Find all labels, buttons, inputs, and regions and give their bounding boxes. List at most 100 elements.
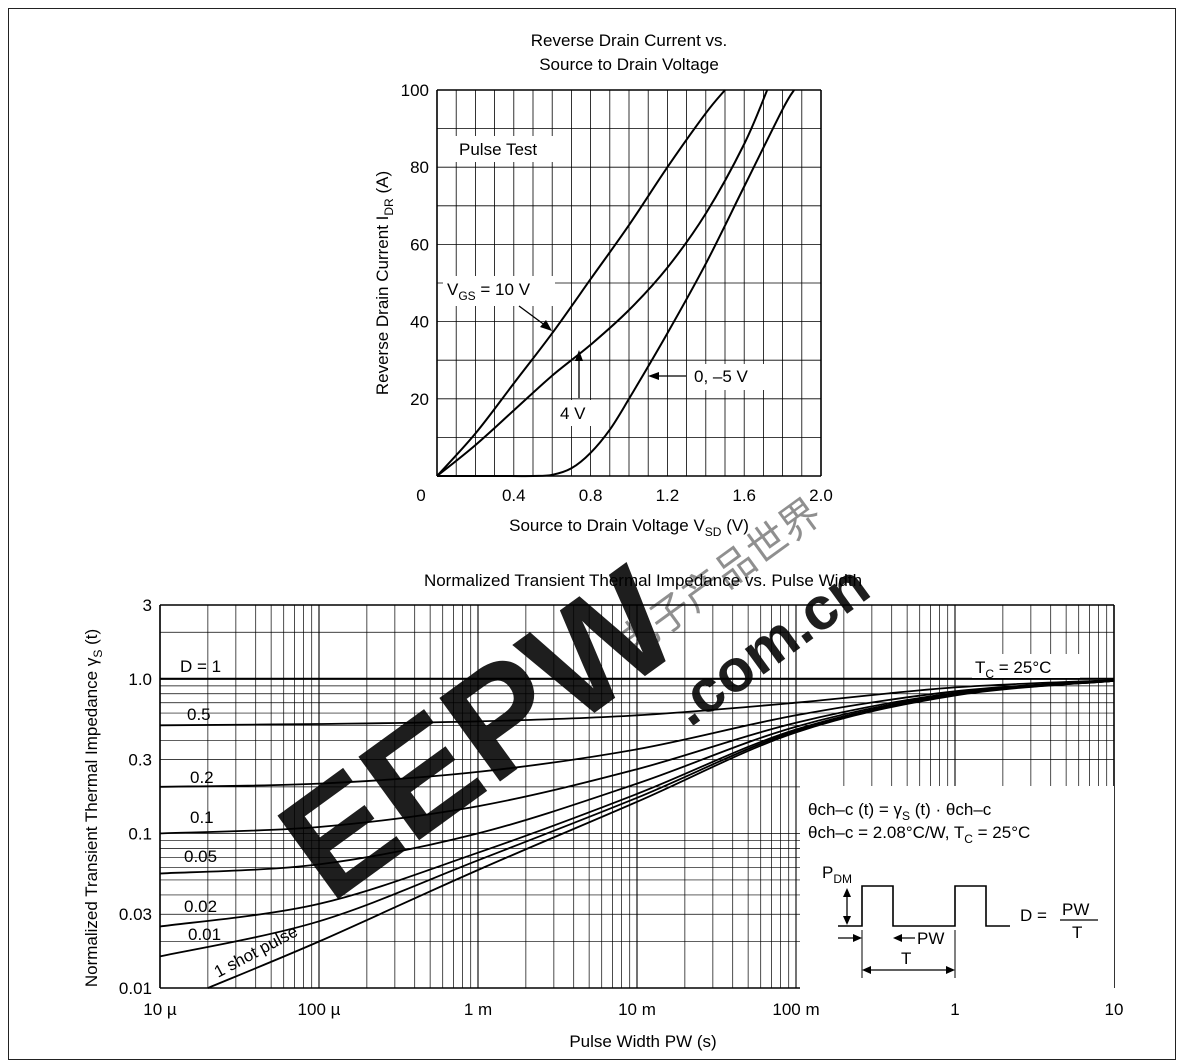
vgs-label-box — [443, 276, 555, 306]
chart1-xtick-label: 1.2 — [656, 486, 680, 505]
chart1-xtick-label: 0.8 — [579, 486, 603, 505]
chart2-ylabel: Normalized Transient Thermal Impedance γ… — [82, 629, 105, 987]
formula2-b: = 25°C — [973, 823, 1030, 842]
chart2-ylabel-text: Normalized Transient Thermal Impedance — [82, 671, 101, 987]
chart1-xlabel: Source to Drain Voltage VSD (V) — [509, 516, 749, 539]
pulse-waveform — [838, 885, 1010, 927]
chart2-series-label: 0.1 — [190, 808, 214, 827]
duty-numerator: PW — [1062, 900, 1089, 919]
chart2-series-line — [159, 679, 1115, 727]
formula2-a: θch–c = 2.08°C/W, T — [808, 823, 964, 842]
chart1-ylabel-symbol: I — [373, 216, 392, 221]
t-label: T — [901, 949, 911, 968]
formula1-sub: S — [902, 809, 910, 823]
tc-value: = 25°C — [994, 658, 1051, 677]
chart2-ylabel-sub: S — [91, 650, 105, 658]
chart2-ytick-label: 0.3 — [128, 751, 152, 770]
vgs-value: = 10 V — [476, 280, 531, 299]
chart2-series-label: D = 1 — [180, 657, 221, 676]
vgs-arrowhead — [540, 320, 552, 331]
chart1-ytick-label: 20 — [410, 390, 429, 409]
chart2-ytick-label: 1.0 — [128, 670, 152, 689]
chart2-xtick-label: 100 m — [772, 1000, 819, 1019]
chart1-subtitle: Source to Drain Voltage — [539, 55, 719, 74]
label-0v-arrowhead — [648, 372, 659, 380]
vgs-leader-line — [518, 305, 547, 327]
chart1-ytick-label: 40 — [410, 313, 429, 332]
t-arrowhead-right — [946, 966, 955, 974]
formula-box — [800, 786, 1114, 994]
label-0v-box — [688, 364, 768, 390]
formula-line-1: θch–c (t) = γS (t) · θch–c — [808, 800, 992, 823]
chart2-tick-labels: 10 µ 100 µ 1 m 10 m 100 m 1 10 0.01 0.03 0.1 0.3 1.… — [119, 596, 1124, 1019]
chart2-series-label: 0.05 — [184, 847, 217, 866]
chart1-xlabel-text: Source to Drain Voltage — [509, 516, 689, 535]
chart1-xlabel-unit: (V) — [726, 516, 749, 535]
label-4v: 4 V — [560, 404, 586, 423]
tc-label-box — [972, 654, 1080, 678]
label-4v-box — [553, 400, 595, 426]
eepw-watermark: EEPW .com.cn 电子产品世界 — [250, 490, 881, 931]
chart1-xtick-label: 2.0 — [809, 486, 833, 505]
chart2-xtick-label: 10 µ — [143, 1000, 177, 1019]
chart2-xtick-label: 100 µ — [298, 1000, 341, 1019]
chart1-xtick-label: 0.4 — [502, 486, 526, 505]
chart1-series-line — [436, 89, 726, 477]
pdm-arrow-up — [843, 888, 851, 897]
chart2-series-label: 0.02 — [184, 897, 217, 916]
chart1-xlabel-symbol: V — [693, 516, 705, 535]
vgs-10v-label: VGS = 10 V — [447, 280, 531, 303]
t-arrowhead-left — [862, 966, 871, 974]
chart1-series — [436, 89, 795, 478]
reverse-drain-chart: Reverse Drain Current vs. Source to Drai… — [373, 31, 833, 539]
tc-symbol: T — [975, 658, 985, 677]
label-0v: 0, –5 V — [694, 367, 749, 386]
chart1-ytick-label: 60 — [410, 235, 429, 254]
chart1-title: Reverse Drain Current vs. — [531, 31, 728, 50]
chart2-series-line — [207, 679, 1115, 989]
vgs-symbol: V — [447, 280, 459, 299]
chart2-xtick-label: 1 m — [464, 1000, 492, 1019]
chart2-series — [159, 677, 1115, 989]
chart2-ytick-label: 0.01 — [119, 979, 152, 998]
tc-sub: C — [985, 667, 994, 681]
chart2-ylabel-unit: (t) — [82, 629, 101, 645]
chart2-xtick-label: 10 — [1105, 1000, 1124, 1019]
chart2-ylabel-symbol: γ — [82, 657, 101, 666]
formula1-a: θch–c (t) = γ — [808, 800, 903, 819]
chart1-ylabel-text: Reverse Drain Current — [373, 225, 392, 395]
pw-arrowhead-left — [853, 934, 862, 942]
pdm-arrow-down — [843, 916, 851, 925]
chart2-title: Normalized Transient Thermal Impedance v… — [424, 571, 862, 590]
formula2-sub: C — [964, 832, 973, 846]
duty-cycle-label: D = — [1020, 906, 1047, 925]
pdm-sub: DM — [833, 872, 852, 886]
pw-arrowhead-right — [893, 934, 902, 942]
chart1-ylabel-unit: (A) — [373, 171, 392, 194]
vgs-sub: GS — [458, 289, 475, 303]
chart1-series-line — [436, 89, 769, 477]
pulse-test-label: Pulse Test — [459, 140, 537, 159]
label-4v-arrowhead — [575, 350, 583, 361]
chart1-xtick-label: 0 — [416, 486, 425, 505]
pdm-label: PDM — [822, 863, 852, 886]
chart1-xlabel-sub: SD — [705, 525, 722, 539]
chart2-xtick-label: 1 — [950, 1000, 959, 1019]
figure-frame — [8, 8, 1176, 1060]
chart2-series-label: 0.01 — [188, 925, 221, 944]
thermal-impedance-chart: Normalized Transient Thermal Impedance v… — [82, 571, 1123, 1051]
chart2-ytick-label: 0.03 — [119, 905, 152, 924]
formula-line-2: θch–c = 2.08°C/W, TC = 25°C — [808, 823, 1030, 846]
chart2-series-label: 0.5 — [187, 705, 211, 724]
pw-label: PW — [917, 929, 944, 948]
chart2-xtick-label: 10 m — [618, 1000, 656, 1019]
chart2-ytick-label: 0.1 — [128, 824, 152, 843]
chart1-xtick-label: 1.6 — [732, 486, 756, 505]
chart1-ylabel: Reverse Drain Current IDR (A) — [373, 171, 396, 395]
pdm-symbol: P — [822, 863, 833, 882]
chart1-ytick-label: 80 — [410, 158, 429, 177]
chart2-series-label: 0.2 — [190, 768, 214, 787]
duty-denominator: T — [1072, 923, 1082, 942]
chart1-ytick-label: 100 — [401, 81, 429, 100]
